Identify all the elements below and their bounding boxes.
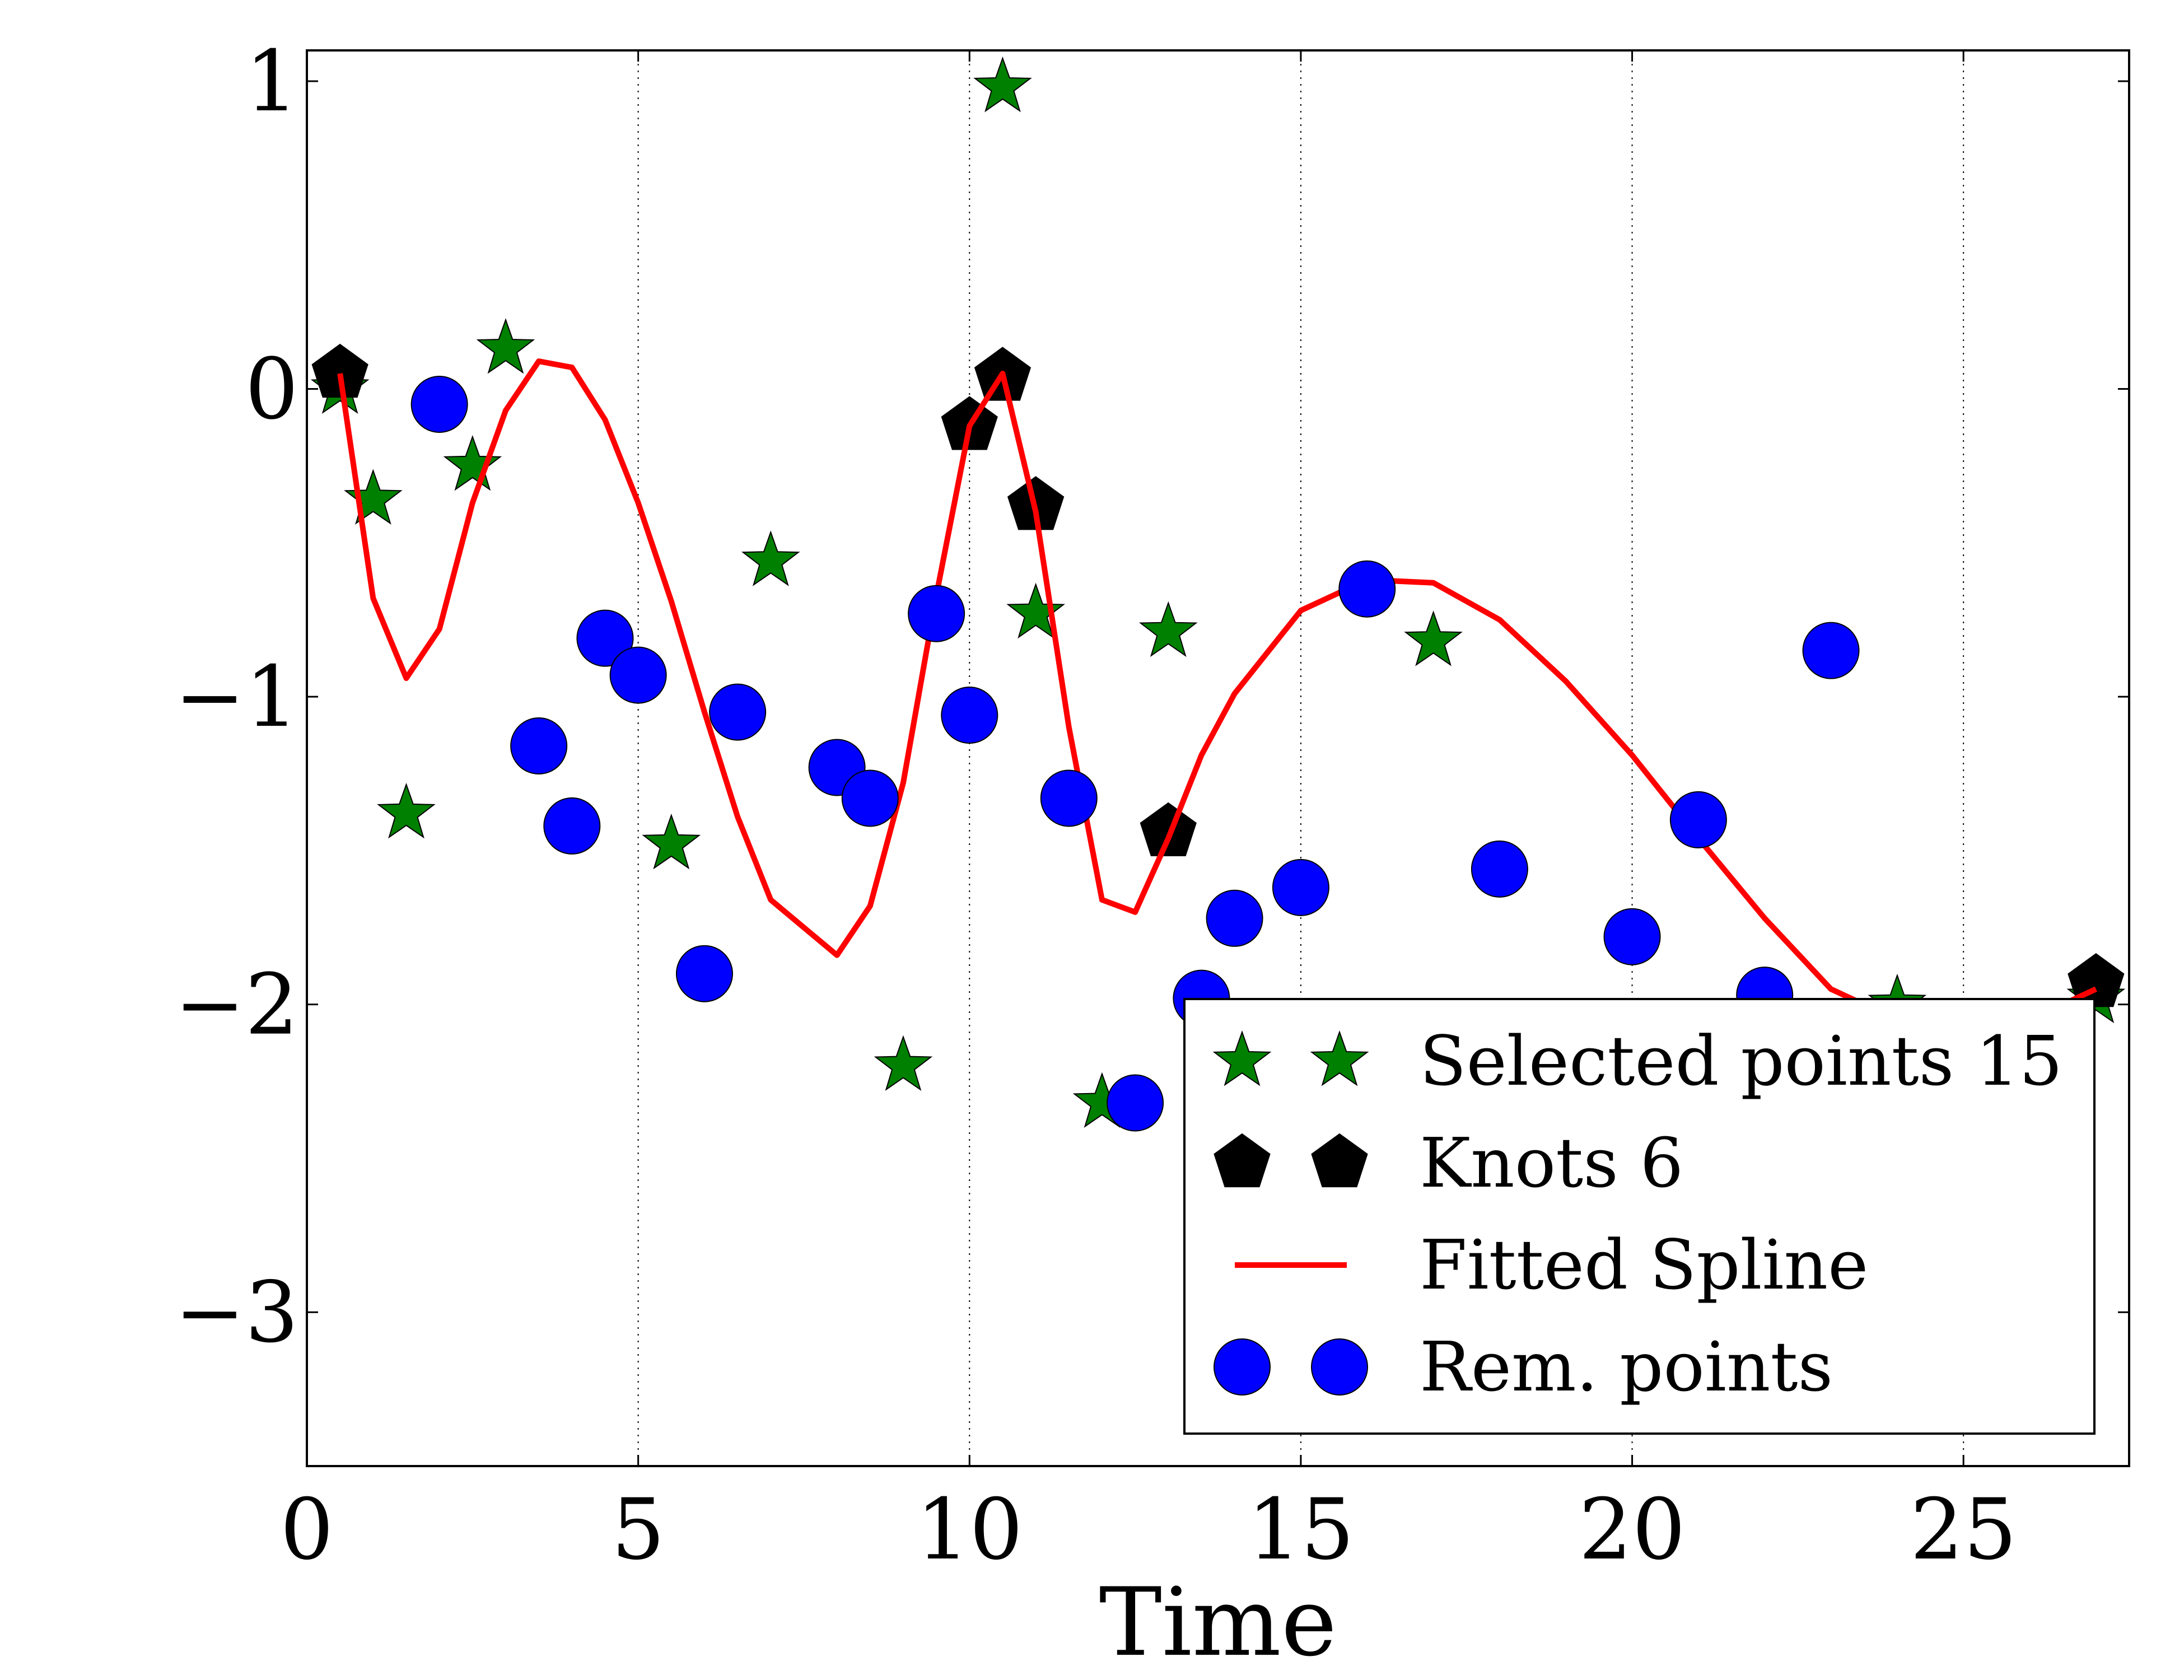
x-tick-labels: 0 5 10 15 20 25 [280, 1481, 2017, 1579]
y-tick-label: 1 [245, 33, 298, 130]
plot-area [310, 56, 2126, 1132]
y-tick-label: −2 [175, 956, 298, 1054]
selected-point [1006, 582, 1065, 639]
remaining-point [1272, 858, 1329, 916]
x-tick-label: 20 [1579, 1481, 1686, 1579]
x-tick-label: 5 [612, 1481, 665, 1579]
selected-point [443, 435, 502, 491]
legend-marker [1212, 1030, 1272, 1086]
remaining-point [908, 585, 965, 642]
legend-label: Selected points 15 [1420, 1021, 2062, 1101]
selected-point [1404, 610, 1463, 666]
legend-label: Rem. points [1420, 1327, 1833, 1407]
remaining-point [1802, 622, 1860, 679]
remaining-point [1603, 908, 1661, 965]
remaining-point [1206, 889, 1263, 947]
remaining-point [609, 646, 667, 704]
legend-marker [1214, 1338, 1271, 1396]
selected-point [476, 318, 535, 374]
legend-marker [1311, 1133, 1368, 1188]
remaining-point [1338, 560, 1396, 618]
legend: Selected points 15 Knots 6 Fitted Spline Re… [1183, 998, 2096, 1435]
remaining-point [941, 687, 998, 744]
remaining-point [1669, 791, 1727, 848]
axes-frame [306, 49, 2130, 1467]
legend-knots: Knots 6 [1214, 1123, 1683, 1203]
remaining-point [576, 609, 634, 667]
y-tick-label: −3 [175, 1264, 298, 1361]
remaining-point [510, 717, 568, 775]
legend-label: Fitted Spline [1420, 1225, 1868, 1305]
selected-point [741, 530, 800, 586]
remaining-point [675, 945, 733, 1002]
remaining-point [1040, 769, 1098, 827]
selected-point [973, 56, 1032, 113]
x-tick-label: 15 [1247, 1481, 1354, 1579]
remaining-point [410, 376, 468, 433]
remaining-point [1107, 1074, 1164, 1132]
y-tick-label: −1 [175, 648, 298, 746]
x-tick-label: 10 [916, 1481, 1023, 1579]
fitted-spline-line [337, 358, 2097, 1038]
selected-point [377, 782, 436, 839]
remaining-point [1471, 840, 1528, 898]
legend-fitted-spline: Fitted Spline [1235, 1225, 1868, 1305]
legend-remaining-points: Rem. points [1214, 1327, 1833, 1407]
knot-point [311, 343, 368, 398]
y-tick-label: 0 [245, 341, 298, 438]
legend-label: Knots 6 [1420, 1123, 1683, 1203]
selected-point [874, 1035, 933, 1091]
legend-marker [1214, 1133, 1271, 1188]
y-tick-labels: 1 0 −1 −2 −3 [175, 33, 298, 1361]
selected-point [1138, 601, 1198, 657]
grid [637, 50, 1964, 1466]
knot-point [1140, 802, 1197, 856]
remaining-point [841, 769, 899, 827]
legend-marker [1310, 1030, 1369, 1086]
selected-point [344, 469, 403, 525]
remaining-point [709, 683, 767, 741]
x-tick-label: 25 [1910, 1481, 2017, 1579]
x-axis-label: Time [1099, 1567, 1337, 1677]
selected-point [642, 813, 701, 870]
legend-selected-points: Selected points 15 [1212, 1021, 2062, 1101]
remaining-point [543, 797, 601, 855]
legend-marker [1311, 1338, 1368, 1396]
x-tick-label: 0 [280, 1481, 333, 1579]
